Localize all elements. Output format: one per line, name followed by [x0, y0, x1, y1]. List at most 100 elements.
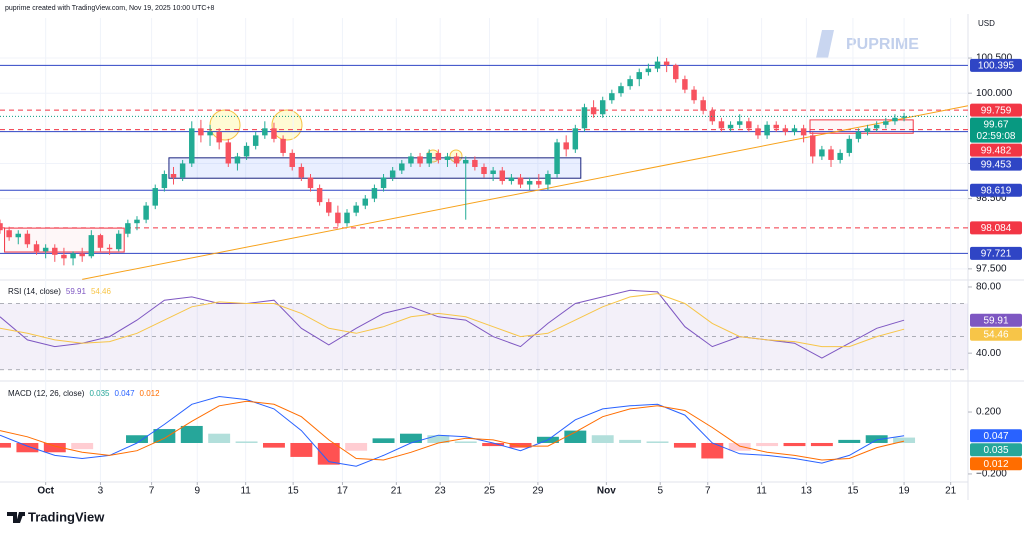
histogram-bar [43, 442, 66, 453]
brand-name: TradingView [28, 509, 105, 524]
candle-body [800, 128, 807, 136]
candle-body [581, 107, 588, 129]
x-tick-label: 9 [194, 486, 200, 497]
candle-body [234, 156, 241, 164]
y-tick-label: 100.000 [976, 88, 1013, 99]
candle-body [700, 100, 706, 111]
histogram-bar [153, 429, 176, 443]
candle-body [435, 152, 442, 160]
histogram-bar [180, 425, 203, 443]
axis-label-bg [970, 429, 1022, 443]
candle-body [426, 152, 432, 164]
watermark: PUPRIME [816, 30, 919, 58]
candle-body [161, 174, 168, 189]
axis-value-label: 98.084 [981, 223, 1012, 234]
histogram-bar [427, 435, 450, 443]
histogram-bar [482, 442, 505, 447]
candle-body [599, 100, 606, 115]
histogram-bar [756, 442, 779, 447]
candle-body [746, 121, 752, 129]
axis-value-label: 97.721 [981, 248, 1012, 259]
candle-body [42, 247, 49, 252]
axis-label-bg [970, 117, 1022, 143]
histogram-bar [646, 441, 669, 443]
axis-label-bg [970, 457, 1022, 471]
histogram-bar [838, 439, 861, 443]
candle-body [837, 152, 843, 160]
candle-body [453, 156, 460, 164]
candle-body [892, 117, 898, 122]
zone [168, 157, 582, 179]
histogram-bar [893, 437, 916, 443]
candle-body [864, 128, 871, 132]
candle-body [517, 177, 524, 185]
candle-body [654, 61, 661, 69]
candle-body [106, 247, 113, 250]
axis-label-bg [970, 327, 1022, 341]
x-tick-label: 17 [337, 486, 349, 497]
candle-body [563, 142, 569, 150]
axis-value-label: 54.46 [983, 329, 1008, 340]
indicator-header: 0.035 [89, 389, 110, 398]
indicator-header: 54.46 [91, 287, 112, 296]
axis-label-bg [970, 58, 1022, 72]
y-tick-label: 0.200 [976, 407, 1001, 418]
histogram-bar [673, 442, 696, 448]
candle-body [682, 79, 688, 90]
candle-body [6, 230, 12, 238]
x-tick-label: 21 [945, 486, 957, 497]
candle-body [554, 142, 560, 174]
histogram-bar [71, 442, 94, 450]
candle-body [810, 135, 816, 157]
brand-icon [7, 512, 25, 523]
candle-body [709, 110, 716, 122]
candle-body [115, 233, 122, 250]
candle-body [152, 188, 158, 206]
candle-body [791, 128, 798, 132]
axis-label-bg [970, 103, 1022, 117]
candle-body [755, 128, 761, 136]
indicator-header: 0.047 [115, 389, 136, 398]
histogram-bar [0, 442, 11, 448]
axis-label-bg [970, 143, 1022, 157]
x-tick-label: 19 [899, 486, 911, 497]
x-tick-label: 23 [435, 486, 447, 497]
axis-value-label: 0.047 [983, 431, 1008, 442]
highlight-circle [271, 109, 303, 141]
candle-body [271, 128, 277, 139]
candle-body [0, 223, 3, 231]
candle-body [828, 149, 834, 160]
candle-body [52, 247, 58, 255]
axis-value-label: 98.619 [981, 185, 1012, 196]
trend-line [82, 105, 969, 280]
candle-body [736, 121, 743, 125]
y-tick-label: 97.500 [976, 264, 1007, 275]
axis-value-label: 0.035 [983, 445, 1008, 456]
axis-value-label: 100.395 [978, 61, 1015, 72]
axis-label-bg [970, 221, 1022, 235]
y-tick-label: 80.00 [976, 282, 1001, 293]
axis-label-bg [970, 313, 1022, 327]
candle-body [673, 65, 679, 80]
candle-body [846, 138, 853, 153]
candle-body [353, 205, 359, 213]
indicator-line [0, 400, 905, 461]
candle-body [399, 163, 405, 171]
histogram-bar [399, 433, 422, 443]
candle-body [536, 181, 542, 185]
candle-body [380, 177, 387, 189]
candle-body [663, 61, 670, 66]
candle-body [773, 124, 779, 129]
candle-body [198, 128, 204, 136]
axis-value-label: 99.759 [981, 105, 1012, 116]
histogram-bar [372, 438, 395, 443]
histogram-bar [619, 439, 642, 443]
candle-body [307, 177, 314, 189]
candle-body [24, 233, 31, 245]
axis-value-label: 59.91 [983, 315, 1008, 326]
highlight-circle [209, 109, 241, 141]
candle-body [335, 212, 341, 224]
axis-label-bg [970, 157, 1022, 171]
candle-body [764, 124, 770, 136]
